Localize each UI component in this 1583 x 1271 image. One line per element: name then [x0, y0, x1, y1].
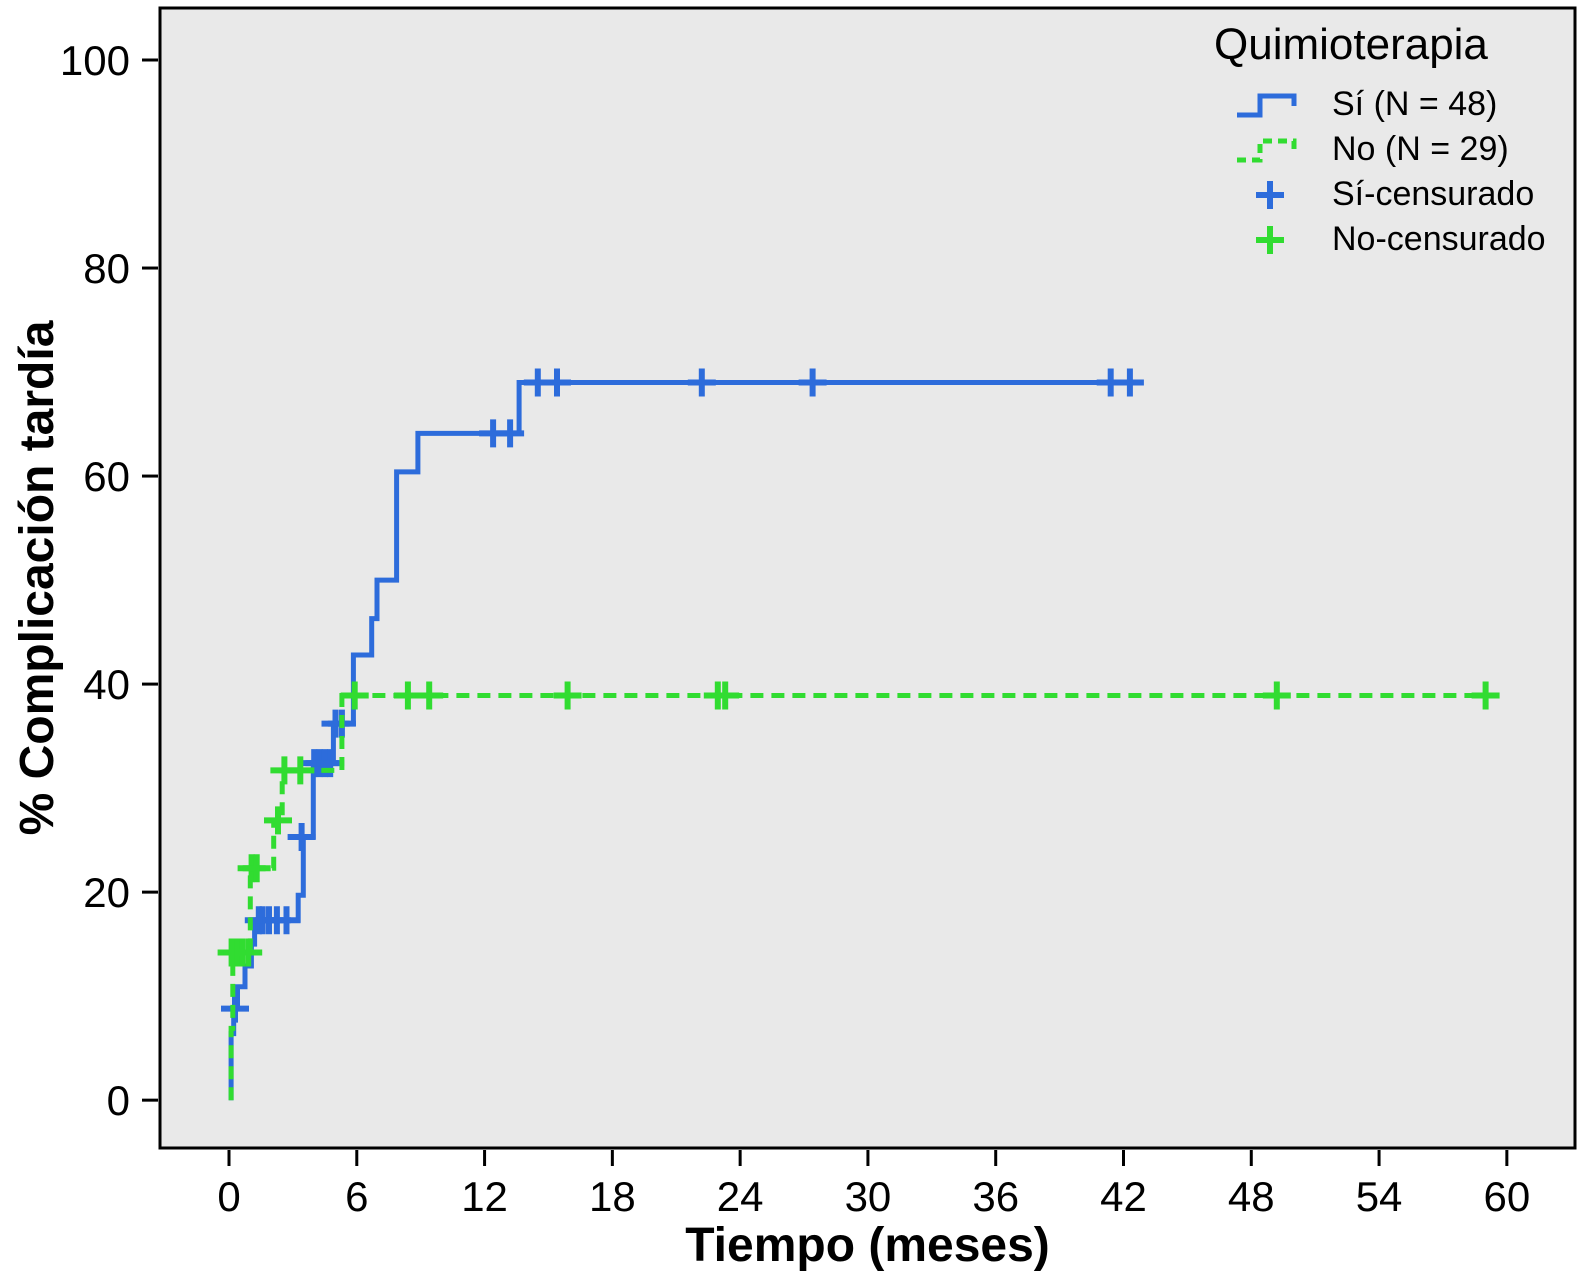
x-tick-label: 36	[972, 1173, 1019, 1220]
x-tick-label: 54	[1356, 1173, 1403, 1220]
x-tick-label: 18	[589, 1173, 636, 1220]
plus-marker-icon	[1256, 225, 1284, 254]
x-tick-label: 30	[845, 1173, 892, 1220]
censor-mark-no	[340, 681, 369, 710]
censor-mark-si	[543, 368, 571, 397]
y-tick-label: 80	[83, 245, 130, 292]
legend-item-si: Sí (N = 48)	[1206, 82, 1546, 127]
y-tick-label: 0	[107, 1077, 130, 1124]
dashed-step-line-icon	[1237, 138, 1297, 162]
legend-title: Quimioterapia	[1214, 20, 1488, 69]
legend: Quimioterapia Sí (N = 48) No (N = 29) Sí…	[1206, 20, 1546, 262]
x-tick-label: 48	[1228, 1173, 1275, 1220]
x-tick-label: 42	[1100, 1173, 1147, 1220]
censor-mark-no	[286, 756, 315, 785]
censor-mark-no	[242, 854, 271, 883]
censor-mark-no	[264, 806, 292, 835]
legend-item-no-censored: No-censurado	[1206, 217, 1546, 262]
censor-mark-si	[496, 419, 525, 448]
censor-mark-no	[1262, 681, 1291, 710]
censor-mark-si	[272, 906, 301, 935]
x-tick-label: 0	[217, 1173, 240, 1220]
legend-item-si-censored: Sí-censurado	[1206, 172, 1546, 217]
survival-curve-no	[228, 693, 1495, 1101]
plus-marker-icon	[1256, 180, 1284, 209]
censor-mark-no	[553, 681, 582, 710]
x-tick-label: 24	[717, 1173, 764, 1220]
y-tick-label: 20	[83, 869, 130, 916]
legend-label-si: Sí (N = 48)	[1332, 85, 1498, 123]
censor-mark-si	[1115, 368, 1144, 397]
y-tick-label: 40	[83, 661, 130, 708]
x-axis-title: Tiempo (meses)	[685, 1219, 1050, 1271]
y-tick-label: 60	[83, 453, 130, 500]
plot-border	[158, 6, 1577, 1150]
y-axis-title: % Complicación tardía	[11, 320, 64, 836]
legend-label-si-censored: Sí-censurado	[1332, 175, 1535, 213]
censor-mark-no	[711, 681, 740, 710]
legend-label-no: No (N = 29)	[1332, 130, 1509, 168]
x-tick-label: 60	[1483, 1173, 1530, 1220]
censor-mark-no	[1471, 681, 1500, 710]
x-tick-label: 12	[461, 1173, 508, 1220]
y-tick-label: 100	[60, 37, 130, 84]
censor-mark-si	[287, 823, 316, 851]
legend-label-no-censored: No-censurado	[1332, 220, 1546, 258]
censor-mark-si	[798, 368, 827, 397]
legend-item-no: No (N = 29)	[1206, 127, 1546, 172]
censor-mark-no	[234, 938, 263, 967]
legend-rows: Sí (N = 48) No (N = 29) Sí-censurado No-…	[1206, 82, 1546, 262]
censor-mark-si	[687, 368, 716, 397]
x-tick-label: 6	[345, 1173, 368, 1220]
censor-mark-no	[415, 681, 444, 710]
solid-step-line-icon	[1237, 93, 1297, 117]
